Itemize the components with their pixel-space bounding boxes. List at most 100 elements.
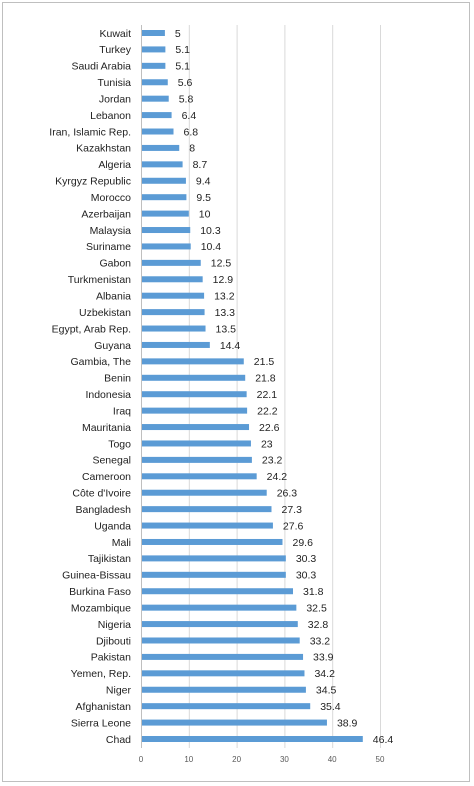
data-label: 35.4 xyxy=(320,701,341,713)
bar xyxy=(142,621,298,628)
bar xyxy=(142,46,166,53)
bar xyxy=(142,95,169,102)
category-label: Mali xyxy=(112,537,131,549)
data-label: 13.2 xyxy=(214,290,235,302)
category-label: Niger xyxy=(106,685,132,697)
bar xyxy=(142,604,297,611)
bar xyxy=(142,144,180,151)
data-label: 32.5 xyxy=(306,602,327,614)
category-label: Gambia, The xyxy=(70,356,131,368)
bar xyxy=(142,194,187,201)
bar xyxy=(142,391,247,398)
category-label: Azerbaijan xyxy=(81,208,131,220)
category-label: Pakistan xyxy=(91,652,131,664)
data-label: 26.3 xyxy=(277,488,298,500)
x-tick-label: 20 xyxy=(232,755,241,764)
data-label: 33.2 xyxy=(310,635,331,647)
bar xyxy=(142,259,201,266)
bar xyxy=(142,538,283,545)
category-label: Yemen, Rep. xyxy=(71,668,131,680)
data-label: 21.8 xyxy=(255,373,276,385)
bars: Kuwait 5 Turkey 5.1 Saudi Arabia 5.1 Tunisia 5.… xyxy=(49,28,393,746)
category-label: Kazakhstan xyxy=(76,143,131,155)
data-label: 5.1 xyxy=(175,44,190,56)
x-tick-label: 30 xyxy=(280,755,289,764)
data-label: 31.8 xyxy=(303,586,324,598)
category-label: Tunisia xyxy=(98,77,132,89)
bar xyxy=(142,227,191,234)
category-label: Nigeria xyxy=(98,619,131,631)
bar xyxy=(142,489,267,496)
data-label: 30.3 xyxy=(296,570,317,582)
data-label: 12.5 xyxy=(211,258,232,270)
category-label: Turkey xyxy=(99,44,131,56)
bar xyxy=(142,309,205,316)
category-label: Iraq xyxy=(113,405,131,417)
category-label: Cameroon xyxy=(82,471,131,483)
data-label: 22.1 xyxy=(257,389,278,401)
bar xyxy=(142,243,191,250)
data-label: 32.8 xyxy=(308,619,329,631)
category-label: Senegal xyxy=(92,455,131,467)
bar xyxy=(142,292,205,299)
data-label: 6.8 xyxy=(184,126,199,138)
category-label: Uganda xyxy=(94,520,131,532)
category-label: Guyana xyxy=(94,340,131,352)
category-label: Côte d'Ivoire xyxy=(72,488,131,500)
category-label: Algeria xyxy=(98,159,131,171)
bar xyxy=(142,374,246,381)
data-label: 23.2 xyxy=(262,455,283,467)
data-label: 22.2 xyxy=(257,405,278,417)
bar xyxy=(142,407,248,414)
bar xyxy=(142,736,363,742)
data-label: 34.5 xyxy=(316,685,337,697)
data-label: 14.4 xyxy=(220,340,241,352)
category-label: Iran, Islamic Rep. xyxy=(49,126,131,138)
data-label: 10.3 xyxy=(200,225,221,237)
bar xyxy=(142,440,251,447)
category-label: Malaysia xyxy=(90,225,132,237)
category-label: Albania xyxy=(96,290,131,302)
bar xyxy=(142,30,165,36)
category-label: Mauritania xyxy=(82,422,131,434)
data-label: 33.9 xyxy=(313,652,334,664)
data-label: 29.6 xyxy=(292,537,313,549)
category-label: Indonesia xyxy=(85,389,131,401)
data-label: 24.2 xyxy=(267,471,288,483)
bar xyxy=(142,456,252,463)
data-label: 5.6 xyxy=(178,77,193,89)
category-label: Morocco xyxy=(91,192,131,204)
category-label: Kuwait xyxy=(99,28,131,40)
category-label: Djibouti xyxy=(96,635,131,647)
data-label: 22.6 xyxy=(259,422,280,434)
category-label: Gabon xyxy=(99,258,131,270)
data-label: 9.4 xyxy=(196,176,211,188)
bar xyxy=(142,325,206,332)
bar xyxy=(142,62,166,69)
bar xyxy=(142,555,286,562)
category-label: Mozambique xyxy=(71,602,131,614)
bar xyxy=(142,79,168,86)
bar xyxy=(142,653,304,660)
data-label: 12.9 xyxy=(213,274,234,286)
data-label: 5 xyxy=(175,28,181,40)
bar xyxy=(142,177,186,184)
category-label: Guinea-Bissau xyxy=(62,570,131,582)
data-label: 23 xyxy=(261,438,273,450)
data-label: 10 xyxy=(199,208,211,220)
category-label: Sierra Leone xyxy=(71,717,131,729)
category-label: Bangladesh xyxy=(76,504,132,516)
bar xyxy=(142,424,250,431)
data-label: 30.3 xyxy=(296,553,317,565)
x-tick-label: 10 xyxy=(184,755,193,764)
category-label: Kyrgyz Republic xyxy=(55,176,131,188)
data-label: 46.4 xyxy=(373,734,394,746)
category-label: Lebanon xyxy=(90,110,131,122)
bar xyxy=(142,161,183,168)
x-tick-label: 40 xyxy=(328,755,337,764)
bar xyxy=(142,637,300,644)
category-label: Afghanistan xyxy=(76,701,132,713)
bar xyxy=(142,276,203,283)
category-label: Uzbekistan xyxy=(79,307,131,319)
